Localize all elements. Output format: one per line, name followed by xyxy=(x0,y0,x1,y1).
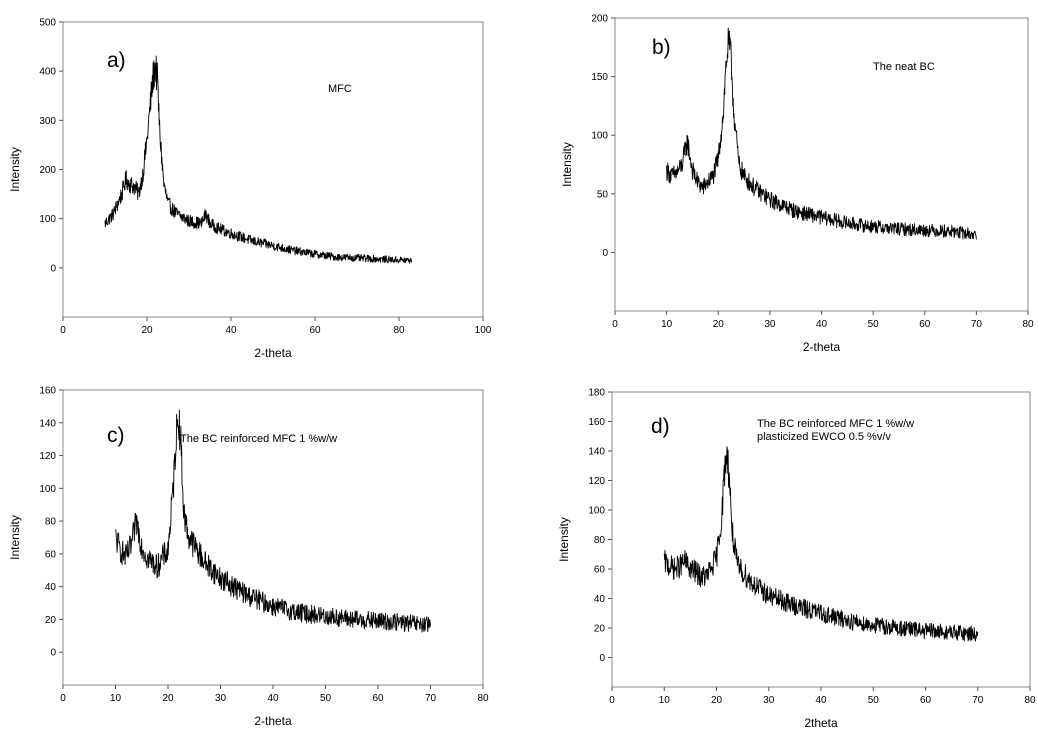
y-tick-label: 100 xyxy=(591,131,608,142)
y-tick-label: 140 xyxy=(39,418,56,429)
panel-label: d) xyxy=(651,415,670,438)
sample-annotation: plasticized EWCO 0.5 %v/v xyxy=(757,431,891,443)
x-tick-label: 10 xyxy=(659,695,671,706)
x-tick-label: 0 xyxy=(60,693,66,704)
y-tick-label: 0 xyxy=(599,653,605,664)
panel-label: a) xyxy=(107,49,126,72)
chart-panel-d: 0 10 20 30 40 50 60 70 80 0 20 40 60 80 100 120 140 160 18… xyxy=(557,388,1036,731)
x-tick-label: 20 xyxy=(162,693,174,704)
y-tick-label: 0 xyxy=(602,248,608,259)
x-tick-label: 30 xyxy=(764,319,776,330)
y-tick-label: 60 xyxy=(45,549,57,560)
y-axis-label: Intensity xyxy=(8,147,22,192)
y-axis-label: Intensity xyxy=(557,517,571,562)
x-tick-label: 10 xyxy=(110,693,122,704)
x-axis-label: 2-theta xyxy=(803,340,841,354)
y-tick-label: 0 xyxy=(50,648,56,659)
chart-panel-c: 0 10 20 30 40 50 60 70 80 0 20 40 60 80 100 120 140 160 2-… xyxy=(8,386,489,729)
sample-annotation: The neat BC xyxy=(873,61,935,73)
sample-annotation: MFC xyxy=(328,83,352,95)
y-tick-label: 150 xyxy=(591,72,608,83)
y-tick-label: 400 xyxy=(39,67,56,78)
y-tick-label: 40 xyxy=(594,594,606,605)
x-tick-label: 50 xyxy=(868,695,880,706)
xrd-series-line xyxy=(104,55,413,264)
xrd-series-line xyxy=(663,446,979,642)
x-tick-label: 40 xyxy=(815,695,827,706)
y-tick-label: 40 xyxy=(45,582,57,593)
y-tick-label: 160 xyxy=(588,417,605,428)
x-tick-label: 80 xyxy=(477,693,489,704)
y-tick-label: 140 xyxy=(588,447,605,458)
y-tick-label: 500 xyxy=(39,18,56,29)
y-tick-label: 60 xyxy=(594,565,606,576)
x-tick-label: 30 xyxy=(215,693,227,704)
y-axis-label: Intensity xyxy=(8,515,22,560)
chart-panel-a: 0 20 40 60 80 100 0 100 200 300 400 500 2-theta Inten… xyxy=(8,18,492,361)
y-tick-label: 80 xyxy=(45,517,57,528)
x-tick-label: 30 xyxy=(763,695,775,706)
x-tick-label: 60 xyxy=(919,319,931,330)
x-tick-label: 0 xyxy=(609,695,615,706)
x-tick-label: 60 xyxy=(372,693,384,704)
x-tick-label: 70 xyxy=(425,693,437,704)
plot-frame xyxy=(614,17,1029,312)
y-tick-label: 120 xyxy=(39,451,56,462)
x-axis-label: 2-theta xyxy=(254,346,292,360)
y-tick-label: 200 xyxy=(39,165,56,176)
y-tick-label: 100 xyxy=(39,484,56,495)
y-tick-label: 300 xyxy=(39,116,56,127)
y-tick-label: 180 xyxy=(588,388,605,399)
x-tick-label: 20 xyxy=(711,695,723,706)
x-tick-label: 70 xyxy=(971,319,983,330)
xrd-series-line xyxy=(666,27,977,240)
x-tick-label: 50 xyxy=(320,693,332,704)
y-tick-label: 100 xyxy=(588,506,605,517)
x-tick-label: 60 xyxy=(309,325,321,336)
y-tick-label: 160 xyxy=(39,386,56,397)
y-tick-label: 120 xyxy=(588,476,605,487)
x-tick-label: 20 xyxy=(141,325,153,336)
x-tick-label: 10 xyxy=(661,319,673,330)
x-tick-label: 50 xyxy=(868,319,880,330)
y-tick-label: 20 xyxy=(594,624,606,635)
x-tick-label: 70 xyxy=(972,695,984,706)
x-tick-label: 0 xyxy=(612,319,618,330)
x-tick-label: 20 xyxy=(713,319,725,330)
x-axis-label: 2-theta xyxy=(254,714,292,728)
sample-annotation: The BC reinforced MFC 1 %w/w xyxy=(180,433,337,445)
y-tick-label: 50 xyxy=(597,189,609,200)
x-tick-label: 0 xyxy=(60,325,66,336)
sample-annotation: The BC reinforced MFC 1 %w/w xyxy=(757,418,914,430)
y-tick-label: 100 xyxy=(39,214,56,225)
y-axis-label: Intensity xyxy=(560,142,574,187)
x-tick-label: 80 xyxy=(1022,319,1034,330)
y-tick-label: 200 xyxy=(591,14,608,25)
xrd-series-line xyxy=(115,409,431,633)
x-tick-label: 80 xyxy=(393,325,405,336)
x-axis-label: 2theta xyxy=(804,716,838,730)
y-tick-label: 20 xyxy=(45,615,57,626)
panel-label: c) xyxy=(107,424,125,447)
y-tick-label: 0 xyxy=(50,263,56,274)
chart-panel-b: 0 10 20 30 40 50 60 70 80 0 50 100 150 200 2-theta Inte… xyxy=(560,14,1034,355)
y-tick-label: 80 xyxy=(594,535,606,546)
x-tick-label: 40 xyxy=(816,319,828,330)
x-tick-label: 80 xyxy=(1024,695,1036,706)
x-tick-label: 40 xyxy=(225,325,237,336)
x-tick-label: 40 xyxy=(267,693,279,704)
x-tick-label: 60 xyxy=(920,695,932,706)
panel-label: b) xyxy=(652,36,671,59)
plot-frame xyxy=(62,21,484,318)
x-tick-label: 100 xyxy=(475,325,492,336)
